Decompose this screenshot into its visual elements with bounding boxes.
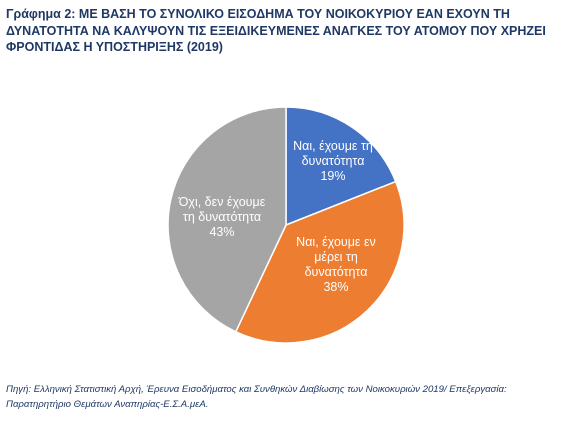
- pie-slice-label-2-line-2: μέρει τη: [314, 250, 358, 264]
- pie-slice-label-1-line-2: δυνατότητα: [302, 154, 365, 168]
- pie-slice-label-3-line-2: τη δυνατότητα: [183, 210, 261, 224]
- pie-slice-label-2-line-4: 38%: [323, 280, 348, 294]
- pie-slice-label-1-line-1: Ναι, έχουμε τη: [293, 139, 373, 153]
- chart-title: Γράφημα 2: ΜΕ ΒΑΣΗ ΤΟ ΣΥΝΟΛΙΚΟ ΕΙΣΟΔΗΜΑ …: [6, 6, 581, 56]
- pie-slice-label-3-line-1: Όχι, δεν έχουμε: [178, 195, 266, 209]
- chart-title-line-3: ΦΡΟΝΤΙΔΑΣ Η ΥΠΟΣΤΗΡΙΞΗΣ (2019): [6, 40, 223, 54]
- source-note-line-1: Πηγή: Ελληνική Στατιστική Αρχή, Έρευνα Ε…: [6, 384, 507, 395]
- pie-slices: [167, 106, 405, 344]
- pie-slice-label-3: Όχι, δεν έχουμε τη δυνατότητα 43%: [178, 195, 266, 239]
- pie-slice-label-2-line-1: Ναι, έχουμε εν: [296, 235, 376, 249]
- pie-slice-label-3-line-3: 43%: [209, 225, 234, 239]
- pie-slice-label-1: Ναι, έχουμε τη δυνατότητα 19%: [293, 139, 373, 183]
- source-note: Πηγή: Ελληνική Στατιστική Αρχή, Έρευνα Ε…: [6, 382, 581, 412]
- chart-title-line-2: ΔΥΝΑΤΟΤΗΤΑ ΝΑ ΚΑΛΥΨΟΥΝ ΤΙΣ ΕΞΕΙΔΙΚΕΥΜΕΝΕ…: [6, 23, 546, 38]
- pie-slice-label-2-line-3: δυνατότητα: [305, 265, 368, 279]
- pie-slice-2: [234, 180, 405, 344]
- pie-slice-3: [167, 106, 287, 333]
- pie-slice-labels: Ναι, έχουμε τη δυνατότητα 19%Ναι, έχουμε ε…: [178, 139, 376, 294]
- pie-slice-label-2: Ναι, έχουμε εν μέρει τη δυνατότητα 38%: [296, 235, 376, 294]
- source-note-line-2: Παρατηρητήριο Θεμάτων Αναπηρίας-Ε.Σ.Α.με…: [6, 399, 209, 410]
- chart-title-line-1: Γράφημα 2: ΜΕ ΒΑΣΗ ΤΟ ΣΥΝΟΛΙΚΟ ΕΙΣΟΔΗΜΑ …: [6, 7, 510, 21]
- pie-slice-label-1-line-3: 19%: [320, 169, 345, 183]
- pie-slice-1: [285, 106, 397, 227]
